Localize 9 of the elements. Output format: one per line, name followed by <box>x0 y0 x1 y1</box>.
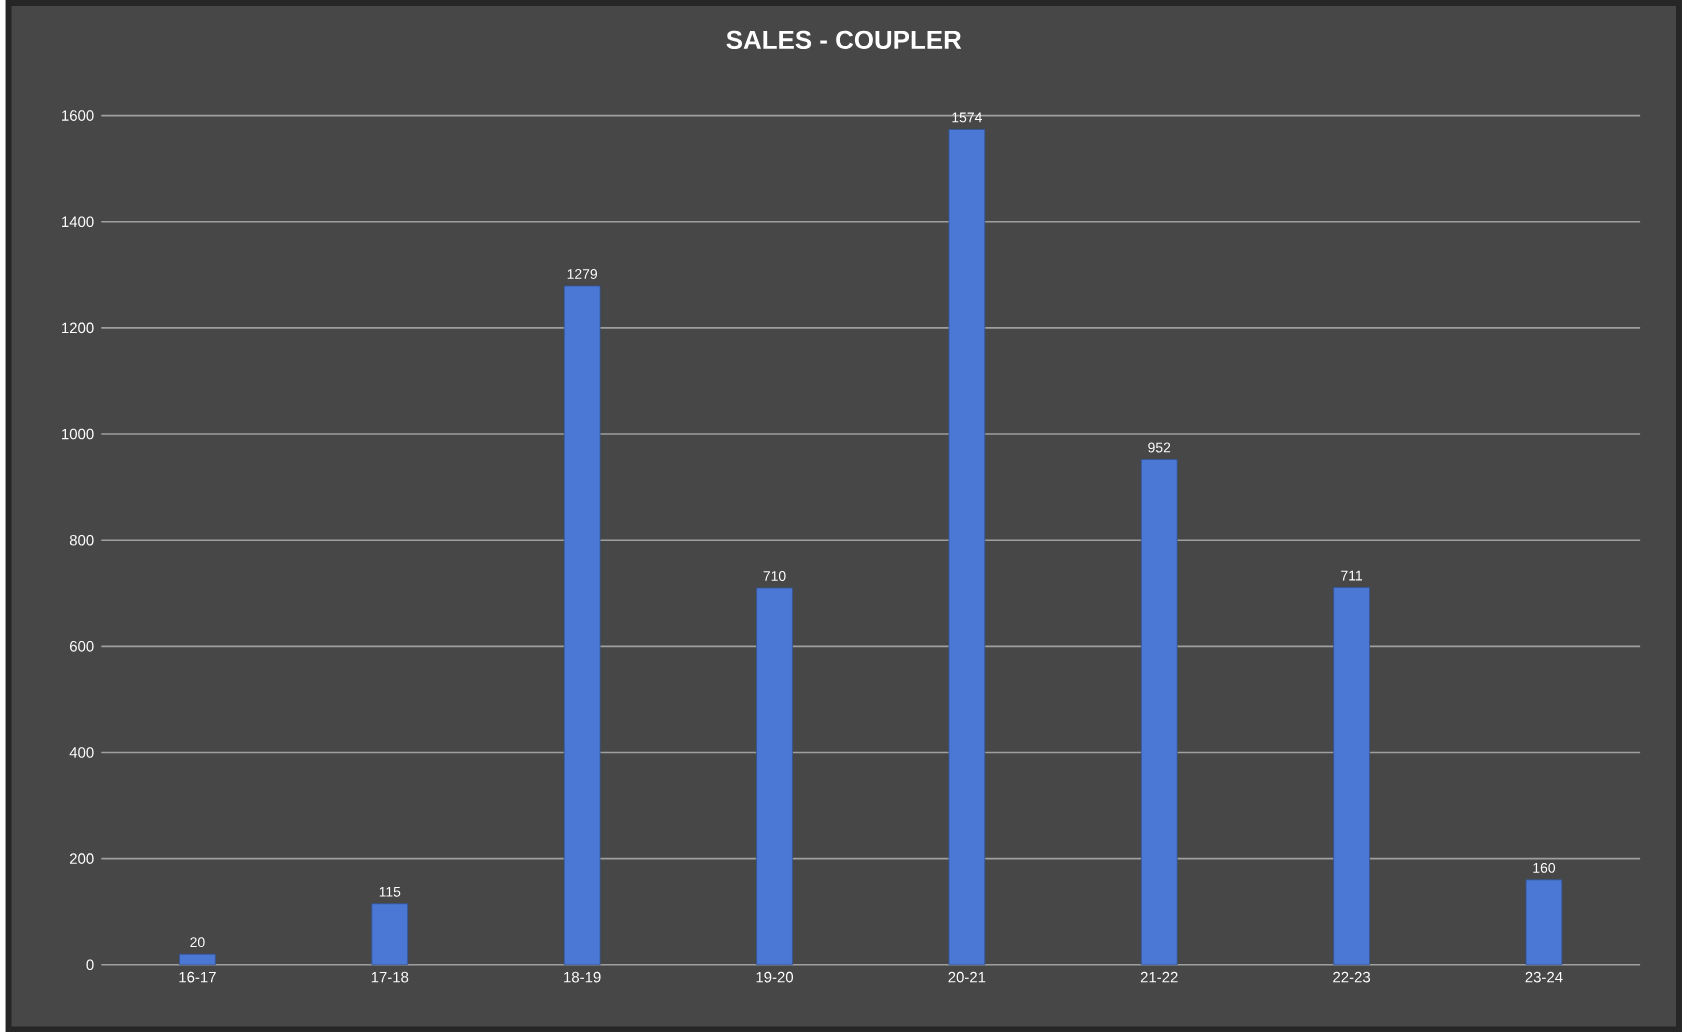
chart-title: SALES - COUPLER <box>726 30 962 49</box>
bar <box>179 953 216 965</box>
bar <box>1333 586 1370 965</box>
bar <box>756 587 793 965</box>
bar <box>948 128 986 965</box>
bar <box>1140 458 1178 965</box>
bar <box>563 285 601 965</box>
bar <box>371 903 409 965</box>
bar <box>1525 879 1563 965</box>
